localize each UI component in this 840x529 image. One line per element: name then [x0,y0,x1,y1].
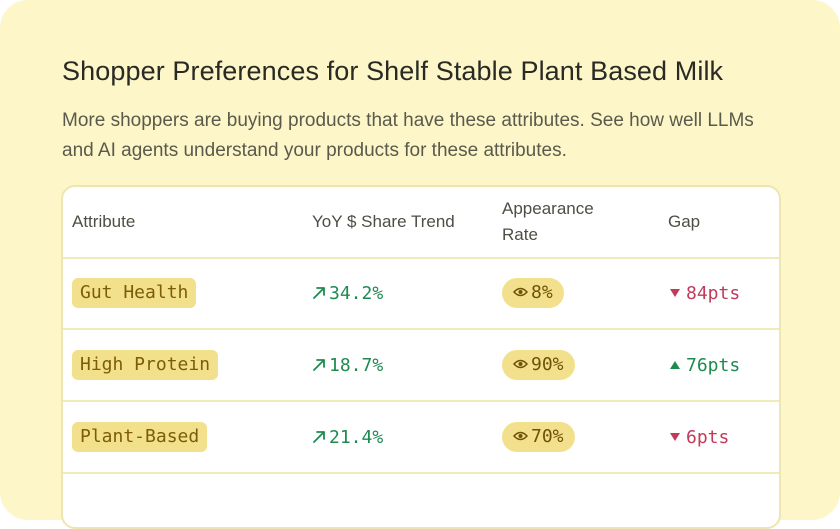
appearance-rate-text: 70% [531,426,564,447]
appearance-rate-pill: 8% [502,278,564,308]
triangle-up-icon [670,361,680,369]
eye-icon [513,287,528,297]
attribute-chip: High Protein [72,350,219,380]
appearance-rate-pill: 70% [502,422,575,452]
column-header-appearance: Appearance Rate [502,199,594,244]
table-row: Gut Health 34.2% 8% 84pts [63,258,779,330]
trend-value-text: 34.2% [329,283,384,304]
appearance-rate-pill: 90% [502,350,575,380]
trend-value-text: 21.4% [329,427,384,448]
column-header-trend: YoY $ Share Trend [312,212,455,231]
gap-value-text: 76pts [686,355,741,376]
gap-value-text: 6pts [686,427,730,448]
page-subtitle: More shoppers are buying products that h… [62,110,754,161]
appearance-rate-text: 8% [531,282,553,303]
trend-up-arrow-icon [313,287,325,299]
trend-value: 34.2% [312,280,383,308]
eye-icon [513,359,528,369]
trend-value: 18.7% [312,352,383,380]
gap-value: 76pts [670,352,740,380]
triangle-down-icon [670,433,680,441]
page-title: Shopper Preferences for Shelf Stable Pla… [62,56,724,86]
table-row [63,474,779,527]
gap-value-text: 84pts [686,283,741,304]
attribute-chip: Gut Health [72,278,197,308]
column-header-gap: Gap [668,212,701,231]
attributes-table: Attribute YoY $ Share Trend Appearance R… [61,185,781,529]
gap-value: 6pts [670,424,729,452]
table-row: Plant-Based 21.4% 70% 6pts [63,402,779,474]
appearance-rate-text: 90% [531,354,564,375]
eye-icon [513,431,528,441]
table-header-row: Attribute YoY $ Share Trend Appearance R… [63,187,779,259]
triangle-down-icon [670,289,680,297]
column-header-attribute: Attribute [72,212,136,231]
attribute-chip: Plant-Based [72,422,208,452]
trend-value: 21.4% [312,424,383,452]
trend-up-arrow-icon [313,431,325,443]
gap-value: 84pts [670,280,740,308]
table-row: High Protein 18.7% 90% 76pts [63,330,779,402]
trend-up-arrow-icon [313,359,325,371]
trend-value-text: 18.7% [329,355,384,376]
